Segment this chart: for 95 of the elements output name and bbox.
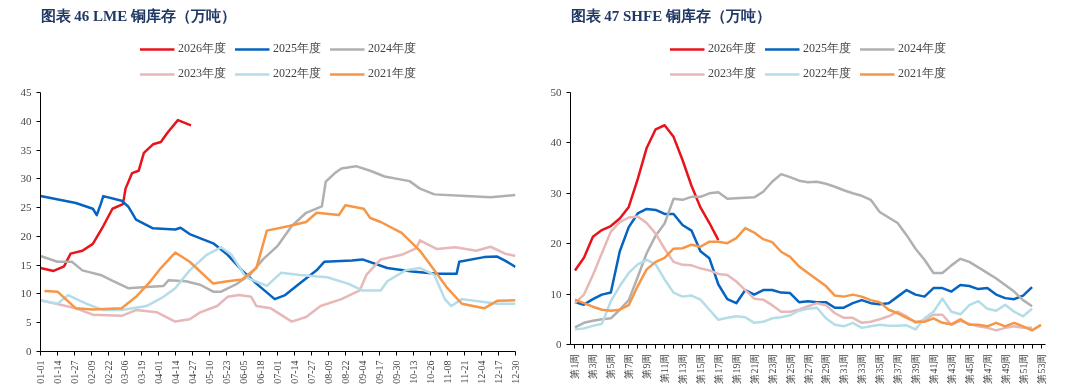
y-tick-label: 45: [20, 86, 32, 98]
line-series: [573, 207, 1034, 309]
line-series: [573, 258, 1034, 331]
line-series: [573, 124, 720, 272]
legend-label: 2022年度: [273, 65, 321, 82]
chart-title: 图表 47 SHFE 铜库存（万吨）: [570, 6, 771, 24]
x-tick-label: 第37周: [892, 353, 904, 384]
x-tick-label: 第49周: [999, 353, 1011, 384]
x-tick-label: 第7周: [623, 353, 635, 379]
x-tick-label: 08-22: [339, 360, 351, 384]
x-tick-label: 05-23: [220, 360, 232, 384]
x-tick-label: 03-06: [118, 360, 130, 384]
y-tick-label: 0: [26, 345, 32, 357]
x-tick-label: 第17周: [712, 353, 724, 384]
legend-label: 2025年度: [803, 40, 851, 57]
legend-label: 2026年度: [178, 40, 226, 57]
x-tick-label: 05-10: [203, 360, 215, 384]
x-tick-label: 第21周: [748, 353, 760, 384]
y-tick-label: 20: [20, 229, 32, 242]
x-tick-label: 09-17: [373, 360, 385, 384]
x-tick-label: 第25周: [784, 353, 796, 384]
legend-label: 2021年度: [898, 65, 946, 82]
x-tick-label: 第35周: [874, 353, 886, 384]
x-tick-label: 第9周: [641, 353, 653, 379]
x-tick-label: 第31周: [838, 353, 850, 384]
x-tick-label: 06-18: [254, 360, 266, 384]
y-tick-label: 5: [26, 316, 32, 329]
x-tick-label: 04-01: [152, 360, 164, 384]
x-tick-label: 第39周: [910, 353, 922, 384]
y-tick-label: 35: [20, 143, 32, 156]
y-tick-label: 50: [550, 86, 562, 98]
x-tick-label: 11-21: [458, 360, 470, 384]
x-tick-label: 03-19: [135, 360, 147, 384]
x-tick-label: 12-17: [492, 360, 504, 384]
x-tick-label: 第51周: [1017, 353, 1029, 384]
chart-title: 图表 46 LME 铜库存（万吨）: [40, 6, 236, 24]
y-tick-label: 40: [550, 136, 562, 149]
x-tick-label: 第47周: [981, 353, 993, 384]
line-series: [573, 172, 1034, 329]
y-tick-label: 30: [550, 186, 562, 199]
legend-label: 2022年度: [803, 65, 851, 82]
x-tick-label: 第53周: [1035, 353, 1047, 384]
y-tick-label: 15: [20, 258, 32, 271]
y-tick-label: 0: [556, 338, 562, 350]
x-tick-label: 第29周: [820, 353, 832, 384]
x-tick-label: 06-05: [237, 360, 249, 384]
y-tick-label: 10: [20, 287, 32, 300]
legend-label: 2024年度: [898, 40, 946, 57]
legend-label: 2026年度: [708, 40, 756, 57]
legend-label: 2025年度: [273, 40, 321, 57]
legend-label: 2023年度: [178, 65, 226, 82]
x-tick-label: 04-27: [186, 360, 198, 384]
x-tick-label: 11-08: [441, 360, 453, 384]
x-tick-label: 第43周: [945, 353, 957, 384]
x-tick-label: 09-30: [390, 360, 402, 384]
y-tick-label: 10: [550, 287, 562, 300]
x-tick-label: 02-09: [86, 360, 98, 384]
x-tick-label: 07-01: [271, 360, 283, 384]
x-tick-label: 12-30: [510, 360, 521, 384]
line-series: [40, 118, 193, 273]
x-tick-label: 01-14: [52, 360, 64, 384]
x-tick-label: 01-01: [35, 360, 46, 384]
x-tick-label: 07-14: [288, 360, 300, 384]
y-tick-label: 25: [20, 201, 32, 214]
y-tick-label: 20: [550, 237, 562, 250]
x-tick-label: 10-26: [424, 360, 436, 384]
x-tick-label: 第15周: [694, 353, 706, 384]
x-tick-label: 第23周: [766, 353, 778, 384]
x-tick-label: 第3周: [587, 353, 599, 379]
x-tick-label: 02-22: [103, 360, 115, 384]
x-tick-label: 第13周: [677, 353, 689, 384]
x-tick-label: 第5周: [605, 353, 617, 379]
line-series: [40, 194, 516, 301]
legend-label: 2024年度: [368, 40, 416, 57]
x-tick-label: 01-27: [69, 360, 81, 384]
x-tick-label: 10-13: [407, 360, 419, 384]
legend-label: 2021年度: [368, 65, 416, 82]
x-tick-label: 12-04: [475, 360, 487, 384]
x-tick-label: 第45周: [963, 353, 975, 384]
y-tick-label: 40: [20, 114, 32, 127]
x-tick-label: 第41周: [927, 353, 939, 384]
x-tick-label: 08-09: [322, 360, 334, 384]
x-tick-label: 第33周: [856, 353, 868, 384]
line-series: [40, 164, 516, 293]
x-tick-label: 第1周: [569, 353, 581, 379]
legend-label: 2023年度: [708, 65, 756, 82]
x-tick-label: 04-14: [169, 360, 181, 384]
y-tick-label: 30: [20, 172, 32, 185]
x-tick-label: 09-04: [356, 360, 368, 384]
x-tick-label: 07-27: [305, 360, 317, 384]
x-tick-label: 第11周: [659, 353, 671, 384]
x-tick-label: 第27周: [802, 353, 814, 384]
x-tick-label: 第19周: [730, 353, 742, 384]
line-series: [40, 246, 516, 312]
line-series: [43, 204, 516, 311]
